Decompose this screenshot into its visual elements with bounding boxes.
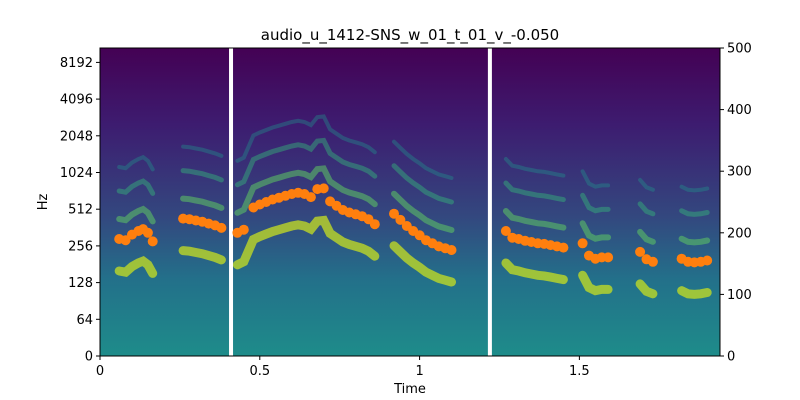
y-right-tick-label: 200	[727, 226, 752, 241]
y-right-tick-label: 500	[727, 42, 752, 57]
pitch-point	[318, 183, 329, 194]
pitch-point	[500, 226, 511, 236]
harmonic-band	[580, 192, 611, 214]
harmonic-band	[635, 279, 658, 299]
harmonic-band	[580, 169, 611, 189]
harmonic-band	[391, 163, 454, 205]
y-right-tick-label: 100	[727, 288, 752, 303]
segment-boundary	[229, 48, 234, 356]
pitch-point	[305, 192, 316, 203]
plot-area	[100, 48, 720, 356]
harmonic-band	[232, 215, 380, 270]
y-axis-label: Hz	[36, 194, 51, 211]
pitch-point	[446, 245, 457, 255]
harmonic-band	[180, 195, 225, 211]
harmonic-band	[637, 201, 656, 217]
harmonic-band	[677, 286, 712, 299]
y-left-axis-ticks: 0 64 128 256 512 1024 2048 4096 8192	[60, 56, 100, 365]
harmonic-band	[116, 178, 156, 196]
y-right-axis-ticks: 0 100 200 300 400 500	[720, 42, 752, 365]
y-right-tick-label: 300	[727, 165, 752, 180]
y-left-tick-label: 256	[68, 239, 93, 254]
segment-boundaries	[229, 48, 492, 356]
harmonic-band	[181, 144, 224, 158]
y-left-tick-label: 8192	[60, 56, 93, 71]
y-left-tick-label: 0	[85, 350, 93, 365]
y-left-tick-label: 128	[68, 276, 93, 291]
y-left-tick-label: 64	[76, 313, 93, 328]
pitch-point	[647, 256, 658, 267]
harmonic-band	[392, 139, 454, 180]
harmonic-band	[391, 190, 455, 233]
harmonic-band	[235, 114, 377, 163]
harmonic-band	[501, 258, 568, 285]
harmonic-band	[678, 235, 711, 246]
plot-frame	[99, 47, 721, 357]
pitch-series	[114, 183, 713, 268]
harmonic-band	[503, 180, 566, 203]
pitch-point	[577, 238, 588, 249]
harmonic-band	[389, 241, 456, 287]
harmonic-band	[638, 177, 655, 192]
harmonic-band	[637, 228, 656, 245]
y-left-tick-label: 4096	[60, 93, 93, 108]
y-left-tick-label: 2048	[60, 129, 93, 144]
harmonic-band	[114, 255, 158, 278]
harmonic-band	[178, 246, 226, 265]
harmonic-band	[579, 220, 612, 242]
pitch-point	[635, 246, 646, 257]
pitch-point	[142, 227, 153, 238]
segment-boundary	[487, 48, 492, 356]
harmonic-band	[234, 165, 378, 216]
harmonic-band	[502, 208, 567, 231]
y-right-tick-label: 400	[727, 103, 752, 118]
harmonic-band	[180, 168, 224, 183]
harmonic-band	[503, 157, 566, 178]
x-tick-label: 1.5	[569, 364, 590, 379]
pitch-point	[369, 219, 380, 230]
y-left-tick-label: 1024	[60, 166, 93, 181]
harmonic-band	[578, 270, 613, 296]
pitch-point	[389, 208, 399, 219]
pitch-point	[216, 222, 227, 233]
harmonic-band	[679, 208, 710, 217]
harmonic-band	[117, 154, 155, 172]
x-tick-label: 0	[96, 364, 104, 379]
pitch-point	[603, 252, 614, 263]
x-axis-ticks: 0 0.5 1 1.5	[96, 356, 590, 379]
pitch-point	[558, 242, 569, 253]
chart-title: audio_u_1412-SNS_w_01_t_01_v_-0.050	[261, 26, 559, 45]
pitch-point	[238, 224, 249, 235]
x-tick-label: 0.5	[249, 364, 270, 379]
harmonic-bands	[114, 114, 712, 299]
y-right-tick-label: 0	[727, 350, 735, 365]
harmonic-band	[679, 184, 710, 193]
pitch-point	[147, 236, 158, 247]
x-tick-label: 1	[415, 364, 423, 379]
pitch-point	[702, 255, 713, 266]
y-left-tick-label: 512	[68, 203, 93, 218]
x-axis-label: Time	[393, 382, 426, 397]
pitch-point	[395, 214, 406, 225]
harmonic-band	[234, 137, 378, 188]
harmonic-band	[116, 205, 156, 225]
